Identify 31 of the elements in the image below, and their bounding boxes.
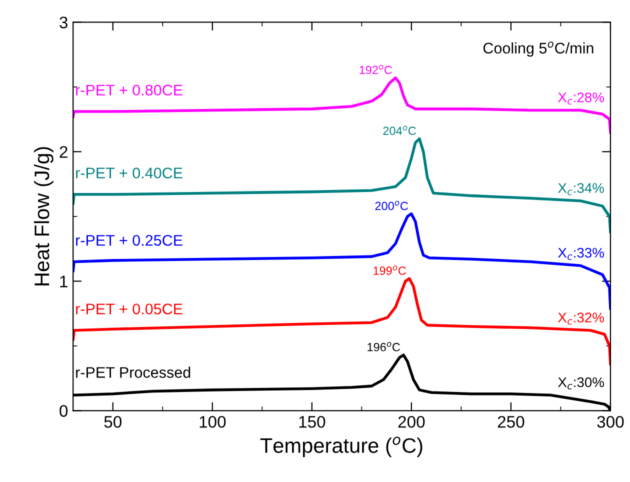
x-tick-label: 150: [299, 416, 326, 428]
x-tick-label: 250: [498, 416, 524, 428]
series-label: r-PET + 0.80CE: [76, 84, 182, 96]
line-series: [73, 76, 610, 134]
y-axis-title: Heat Flow (J/g): [34, 147, 54, 286]
annotation: Cooling 5$^{o}$C/min: [483, 42, 594, 57]
y-tick-label: 1: [60, 276, 68, 288]
series-label: r-PET + 0.40CE: [76, 168, 182, 178]
y-tick-label: 3: [60, 16, 68, 28]
annotation: X$_{c}$:28%: [558, 92, 604, 105]
x-axis-title: Temperature ($^{o}$C): [260, 436, 422, 458]
annotation: X$_{c}$:34%: [558, 183, 604, 196]
annotation: X$_{c}$:33%: [558, 248, 604, 260]
annotation: 196$^{o}$C: [368, 342, 400, 352]
annotation: 204$^{o}$C: [383, 126, 416, 136]
line-series: [73, 277, 610, 366]
y-tick-label: 2: [60, 146, 68, 158]
annotation: X$_{c}$:30%: [558, 377, 604, 390]
x-tick-label: 100: [200, 416, 226, 428]
series-label: r-PET + 0.25CE: [76, 234, 182, 246]
x-tick-label: 200: [398, 416, 425, 428]
x-tick-label: 50: [104, 416, 122, 428]
series-label: r-PET + 0.05CE: [76, 304, 182, 314]
x-tick-label: 300: [597, 416, 624, 428]
annotation: 200$^{o}$C: [375, 200, 408, 210]
annotation: X$_{c}$:32%: [558, 312, 604, 325]
annotation: 192$^{o}$C: [360, 64, 392, 74]
series-label: r-PET Processed: [76, 366, 190, 378]
annotation: 199$^{o}$C: [374, 266, 406, 275]
line-series: [73, 137, 610, 234]
y-tick-label: 0: [60, 405, 68, 417]
